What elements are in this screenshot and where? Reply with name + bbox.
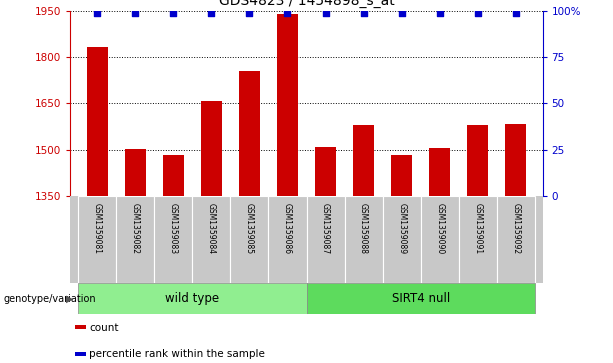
Bar xyxy=(192,196,230,283)
Text: GSM1359092: GSM1359092 xyxy=(511,203,520,254)
Point xyxy=(131,10,140,16)
Text: GSM1359089: GSM1359089 xyxy=(397,203,406,254)
Text: GSM1359086: GSM1359086 xyxy=(283,203,292,254)
Text: GSM1359091: GSM1359091 xyxy=(473,203,482,254)
Point xyxy=(473,10,482,16)
Bar xyxy=(429,148,450,196)
Text: genotype/variation: genotype/variation xyxy=(3,294,96,303)
Bar xyxy=(116,196,154,283)
Text: GSM1359085: GSM1359085 xyxy=(245,203,254,254)
Bar xyxy=(78,196,116,283)
Bar xyxy=(239,71,260,196)
Text: GSM1359088: GSM1359088 xyxy=(359,203,368,254)
Text: GSM1359083: GSM1359083 xyxy=(169,203,178,254)
Bar xyxy=(201,101,222,196)
Bar xyxy=(391,155,412,196)
Bar xyxy=(268,196,306,283)
Text: ▶: ▶ xyxy=(66,294,74,303)
Bar xyxy=(505,125,527,196)
Point xyxy=(283,10,292,16)
Text: GSM1359087: GSM1359087 xyxy=(321,203,330,254)
Bar xyxy=(353,125,374,196)
Bar xyxy=(306,196,345,283)
Point xyxy=(511,10,521,16)
Bar xyxy=(230,196,268,283)
Point xyxy=(169,10,178,16)
Bar xyxy=(315,147,336,196)
Bar xyxy=(497,196,535,283)
Text: GSM1359082: GSM1359082 xyxy=(131,203,140,254)
Bar xyxy=(75,325,86,329)
Point xyxy=(245,10,254,16)
Bar xyxy=(277,14,298,196)
Text: GSM1359081: GSM1359081 xyxy=(93,203,102,254)
Bar xyxy=(163,155,184,196)
Text: wild type: wild type xyxy=(166,292,219,305)
Bar xyxy=(78,283,306,314)
Text: GSM1359084: GSM1359084 xyxy=(207,203,216,254)
Bar xyxy=(86,47,108,196)
Bar xyxy=(467,125,489,196)
Text: count: count xyxy=(89,323,119,333)
Text: GSM1359090: GSM1359090 xyxy=(435,203,444,254)
Title: GDS4823 / 1454898_s_at: GDS4823 / 1454898_s_at xyxy=(219,0,394,8)
Point xyxy=(321,10,330,16)
Point xyxy=(397,10,406,16)
Bar xyxy=(154,196,192,283)
Bar xyxy=(421,196,459,283)
Bar xyxy=(124,149,146,196)
Text: SIRT4 null: SIRT4 null xyxy=(392,292,450,305)
Point xyxy=(359,10,368,16)
Bar xyxy=(75,351,86,356)
Point xyxy=(92,10,102,16)
Bar xyxy=(383,196,421,283)
Bar xyxy=(345,196,383,283)
Bar xyxy=(306,283,535,314)
Point xyxy=(207,10,216,16)
Text: percentile rank within the sample: percentile rank within the sample xyxy=(89,349,265,359)
Point xyxy=(435,10,444,16)
Bar xyxy=(459,196,497,283)
